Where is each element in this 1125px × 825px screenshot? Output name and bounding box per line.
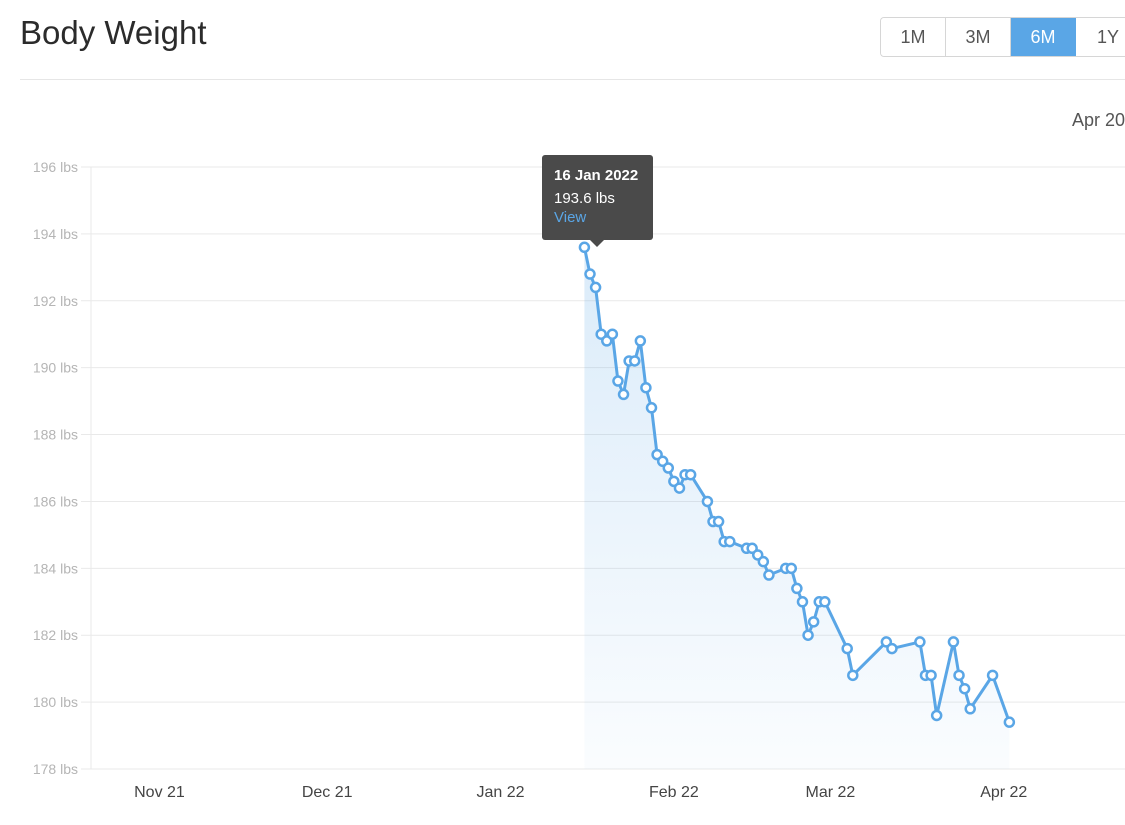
- data-point: [757, 555, 770, 568]
- data-point: [1003, 716, 1016, 728]
- y-tick-label: 192 lbs: [33, 293, 78, 309]
- range-1y-button[interactable]: 1Y: [1076, 18, 1125, 56]
- data-point: [886, 642, 898, 655]
- y-tick-label: 194 lbs: [33, 226, 78, 242]
- page-title: Body Weight: [20, 14, 207, 51]
- tooltip-date: 16 Jan 2022: [554, 167, 639, 184]
- data-point: [986, 669, 999, 682]
- data-point: [914, 636, 926, 648]
- tooltip-view-link[interactable]: View: [554, 209, 587, 226]
- data-point: [662, 462, 675, 474]
- data-point: [634, 335, 647, 347]
- data-point: [612, 375, 624, 387]
- y-tick-label: 178 lbs: [33, 761, 78, 777]
- data-point: [628, 355, 641, 367]
- y-tick-label: 188 lbs: [33, 427, 78, 443]
- data-point: [847, 669, 859, 682]
- data-point: [589, 281, 602, 294]
- data-point: [964, 703, 976, 715]
- data-point: [925, 669, 937, 682]
- data-point: [841, 642, 853, 655]
- data-point: [724, 535, 736, 548]
- y-tick-label: 182 lbs: [33, 627, 78, 643]
- data-point: [640, 381, 652, 394]
- data-point: [802, 629, 814, 641]
- data-point: [645, 402, 658, 414]
- data-point: [785, 562, 798, 575]
- data-point: [763, 569, 775, 581]
- data-point: [807, 616, 820, 628]
- data-point: [796, 596, 809, 608]
- y-tick-label: 190 lbs: [33, 360, 78, 376]
- data-point: [819, 596, 831, 608]
- range-1m-button[interactable]: 1M: [881, 18, 946, 56]
- data-point: [578, 241, 591, 254]
- x-tick-label: Dec 21: [302, 784, 353, 801]
- tooltip-value: 193.6 lbs: [554, 190, 615, 207]
- y-tick-label: 196 lbs: [33, 159, 78, 175]
- x-tick-label: Apr 22: [980, 784, 1027, 801]
- header-divider: [20, 79, 1125, 80]
- data-point: [930, 709, 943, 722]
- range-6m-button[interactable]: 6M: [1011, 18, 1076, 56]
- tooltip-pointer: [590, 240, 604, 247]
- series-area-fill: [584, 247, 1010, 769]
- chart-tooltip: 16 Jan 2022 193.6 lbs View: [542, 155, 653, 240]
- x-tick-label: Jan 22: [477, 784, 525, 801]
- data-point: [953, 669, 965, 682]
- y-tick-label: 180 lbs: [33, 694, 78, 710]
- y-tick-label: 186 lbs: [33, 493, 78, 509]
- range-end-label: Apr 20: [1072, 110, 1125, 130]
- data-point: [684, 468, 697, 481]
- data-point: [617, 388, 630, 401]
- x-tick-label: Mar 22: [806, 784, 856, 801]
- data-point: [673, 482, 686, 494]
- y-tick-label: 184 lbs: [33, 560, 78, 576]
- x-tick-label: Nov 21: [134, 784, 185, 801]
- data-point: [958, 682, 971, 695]
- x-tick-label: Feb 22: [649, 784, 699, 801]
- data-point: [791, 582, 803, 595]
- data-point: [584, 268, 596, 280]
- data-point: [701, 495, 714, 508]
- data-point: [606, 328, 619, 340]
- range-selector: 1M 3M 6M 1Y: [880, 17, 1125, 57]
- data-point: [712, 515, 725, 528]
- range-3m-button[interactable]: 3M: [946, 18, 1011, 56]
- data-point: [947, 636, 960, 648]
